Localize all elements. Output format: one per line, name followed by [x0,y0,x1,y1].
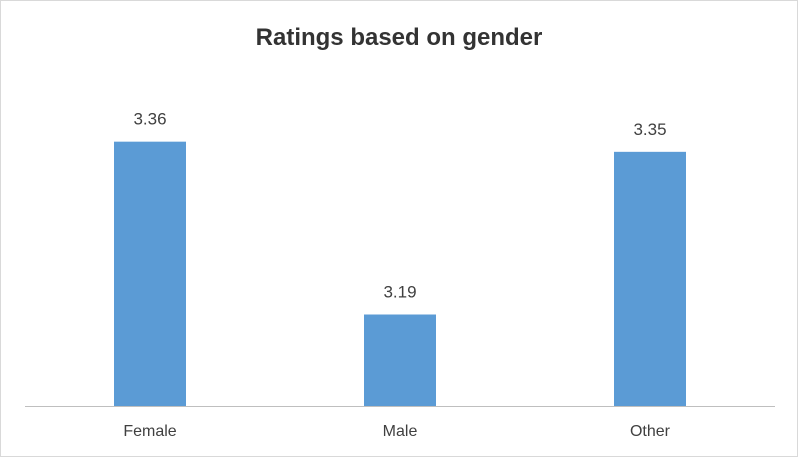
x-tick-label-female: Female [123,423,176,440]
data-label-other: 3.35 [633,120,666,139]
data-labels-group: 3.36 3.19 3.35 [133,110,666,302]
data-label-male: 3.19 [383,283,416,302]
bars-group [114,141,686,406]
data-label-female: 3.36 [133,110,166,129]
bar-male [364,314,436,406]
plot-area: 3.36 3.19 3.35 Female Male Other [25,110,775,440]
bar-female [114,141,186,406]
bar-other [614,151,686,406]
x-tick-labels-group: Female Male Other [123,423,670,440]
x-tick-label-other: Other [630,423,671,440]
chart-title: Ratings based on gender [256,24,543,51]
x-tick-label-male: Male [383,423,418,440]
